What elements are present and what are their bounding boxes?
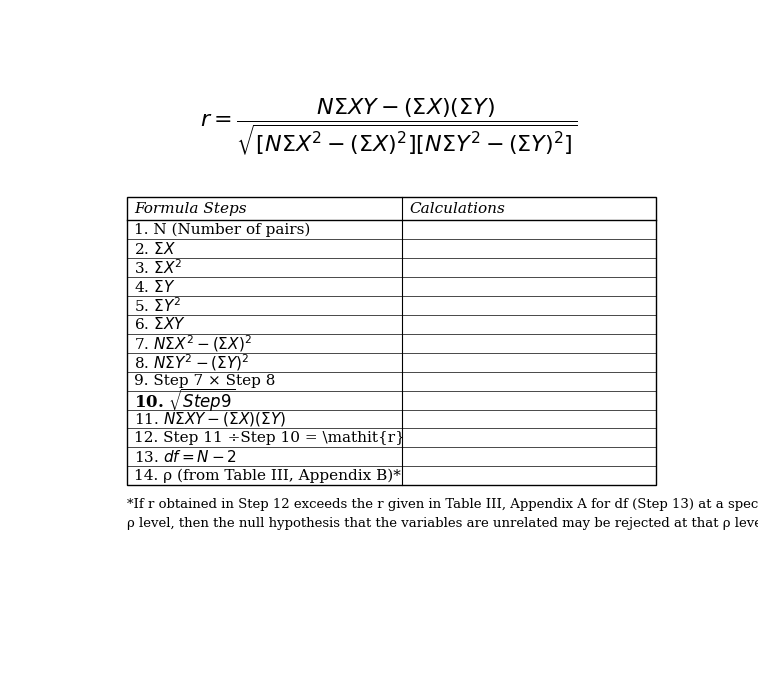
Text: 7. $\mathit{N}\Sigma\mathit{X}^2 - (\Sigma\mathit{X})^2$: 7. $\mathit{N}\Sigma\mathit{X}^2 - (\Sig… <box>134 333 252 354</box>
Text: 10. $\sqrt{\boldsymbol{\mathit{Step9}}}$: 10. $\sqrt{\boldsymbol{\mathit{Step9}}}$ <box>134 387 235 413</box>
Text: $r = \dfrac{N\Sigma XY - (\Sigma X)(\Sigma Y)}{\sqrt{[N\Sigma X^2 - (\Sigma X)^2: $r = \dfrac{N\Sigma XY - (\Sigma X)(\Sig… <box>200 96 577 157</box>
Text: 12. Step 11 ÷Step 10 = \mathit{r}: 12. Step 11 ÷Step 10 = \mathit{r} <box>134 431 405 445</box>
Text: 3. $\Sigma\mathit{X}^2$: 3. $\Sigma\mathit{X}^2$ <box>134 258 183 277</box>
Bar <box>127 197 656 485</box>
Text: Formula Steps: Formula Steps <box>134 202 247 216</box>
Text: *If r obtained in Step 12 exceeds the r given in Table III, Appendix A for df (S: *If r obtained in Step 12 exceeds the r … <box>127 499 758 531</box>
Text: 4. $\Sigma\mathit{Y}$: 4. $\Sigma\mathit{Y}$ <box>134 279 175 295</box>
Text: 1. N (Number of pairs): 1. N (Number of pairs) <box>134 223 311 237</box>
Text: 11. $\mathit{N}\Sigma\mathit{XY} - (\Sigma\mathit{X})(\Sigma\mathit{Y})$: 11. $\mathit{N}\Sigma\mathit{XY} - (\Sig… <box>134 410 287 428</box>
Text: Calculations: Calculations <box>409 202 505 216</box>
Text: 8. $\mathit{N}\Sigma\mathit{Y}^2 - (\Sigma\mathit{Y})^2$: 8. $\mathit{N}\Sigma\mathit{Y}^2 - (\Sig… <box>134 352 249 372</box>
Text: 14. ρ (from Table III, Appendix B)*: 14. ρ (from Table III, Appendix B)* <box>134 469 401 483</box>
Text: 13. $\mathit{df} = \mathit{N} - 2$: 13. $\mathit{df} = \mathit{N} - 2$ <box>134 449 237 465</box>
Text: 6. $\Sigma\mathit{XY}$: 6. $\Sigma\mathit{XY}$ <box>134 316 186 332</box>
Text: 2. $\Sigma\mathit{X}$: 2. $\Sigma\mathit{X}$ <box>134 241 176 257</box>
Text: 5. $\Sigma\mathit{Y}^2$: 5. $\Sigma\mathit{Y}^2$ <box>134 296 181 315</box>
Text: 9. Step 7 × Step 8: 9. Step 7 × Step 8 <box>134 374 275 388</box>
